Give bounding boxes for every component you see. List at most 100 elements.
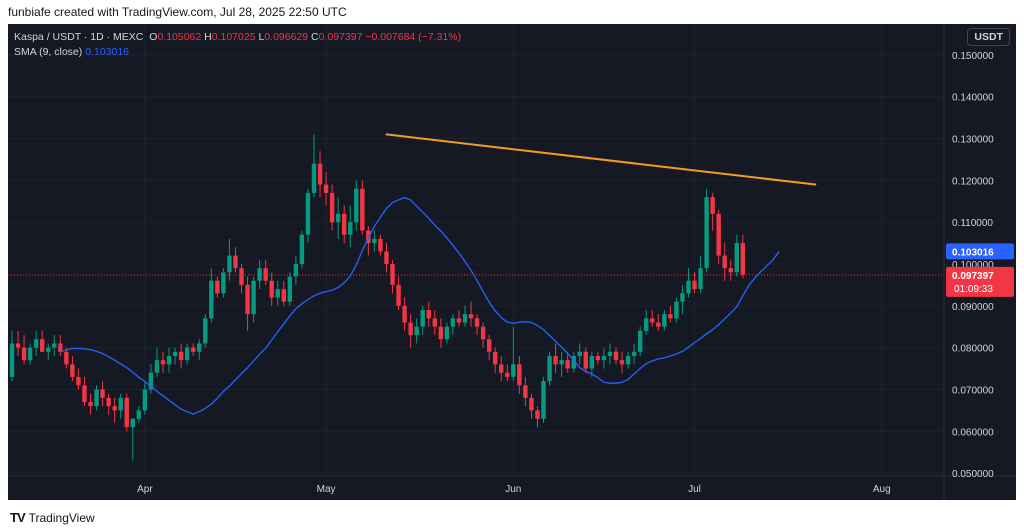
low-label: L xyxy=(258,31,265,43)
candle-up xyxy=(27,347,33,361)
candle-down xyxy=(40,339,45,352)
candle-up xyxy=(136,410,142,419)
price-tick-label: 0.110000 xyxy=(952,218,993,229)
candle-down xyxy=(76,376,81,386)
candle-down xyxy=(15,343,21,348)
candle-down xyxy=(233,255,238,269)
candle-down xyxy=(728,268,733,273)
candle-down xyxy=(668,314,673,319)
last-price-tag-text: 0.097397 xyxy=(952,271,994,282)
candle-down xyxy=(21,347,27,361)
candle-up xyxy=(293,264,299,277)
candle-up xyxy=(299,234,305,264)
candle-up xyxy=(686,280,691,294)
candle-down xyxy=(710,197,715,214)
sma-layer xyxy=(60,196,780,415)
trendline-layer xyxy=(385,133,817,186)
candle-down xyxy=(124,397,129,428)
candle-down xyxy=(360,188,365,231)
chart-background xyxy=(8,24,1016,500)
candle-down xyxy=(384,251,389,264)
candle-down xyxy=(408,322,413,336)
candle-up xyxy=(94,389,99,407)
candle-up xyxy=(142,389,148,411)
candle-down xyxy=(565,360,570,369)
candle-down xyxy=(740,243,746,275)
candle-up xyxy=(275,289,280,298)
candle-down xyxy=(438,326,444,340)
chart-panel[interactable]: 0.150000 0.140000 0.130000 0.120000 0.110000… xyxy=(8,24,1016,500)
candle-up xyxy=(541,381,546,419)
candle-up xyxy=(462,314,468,323)
price-tick-label: 0.050000 xyxy=(952,469,994,480)
candle-down xyxy=(106,397,111,407)
candle-down xyxy=(480,326,486,340)
candle-down xyxy=(499,364,504,373)
price-tick-label: 0.130000 xyxy=(952,135,994,146)
close-label: C xyxy=(311,31,319,43)
candle-down xyxy=(456,318,462,323)
candle-up xyxy=(680,293,685,302)
candle-up xyxy=(414,326,419,336)
candle-down xyxy=(396,284,401,306)
close-value: 0.097397 xyxy=(318,31,363,43)
candle-down xyxy=(245,284,250,315)
candle-down xyxy=(378,238,383,252)
candle-down xyxy=(323,184,329,193)
candle-down xyxy=(529,397,534,411)
candlestick-chart[interactable]: 0.150000 0.140000 0.130000 0.120000 0.110000… xyxy=(8,24,1016,500)
candle-up xyxy=(704,197,709,269)
candle-up xyxy=(203,318,208,344)
price-tick-label: 0.100000 xyxy=(952,260,994,271)
time-axis: Apr May Jun Jul Aug xyxy=(137,484,891,495)
candle-down xyxy=(82,385,87,402)
open-value: 0.105062 xyxy=(157,31,202,43)
candle-down xyxy=(100,389,105,398)
candle-down xyxy=(553,356,558,365)
candle-up xyxy=(227,255,232,273)
candle-down xyxy=(263,268,268,281)
price-tick-label: 0.120000 xyxy=(952,176,994,187)
candle-up xyxy=(46,347,51,352)
price-tick-label: 0.150000 xyxy=(952,51,994,62)
candle-down xyxy=(58,343,63,352)
candle-down xyxy=(215,280,220,294)
candle-down xyxy=(317,163,323,185)
time-tick-label: Aug xyxy=(873,484,891,495)
candle-down xyxy=(160,360,166,365)
currency-button[interactable]: USDT xyxy=(967,28,1010,46)
candle-down xyxy=(468,314,474,319)
low-value: 0.096629 xyxy=(264,31,309,43)
high-label: H xyxy=(204,31,212,43)
candle-up xyxy=(221,272,226,294)
candle-up xyxy=(52,343,57,348)
candle-up xyxy=(559,360,564,365)
countdown-text: 01:09:33 xyxy=(954,284,993,295)
candle-up xyxy=(166,356,172,365)
candle-up xyxy=(130,418,135,428)
candle-up xyxy=(511,364,516,377)
time-tick-label: Jul xyxy=(688,484,701,495)
candle-down xyxy=(426,310,431,319)
candle-up xyxy=(637,330,643,352)
candle-up xyxy=(662,314,667,327)
footer-brand: TradingView xyxy=(28,510,95,525)
symbol-title: Kaspa / USDT · 1D · MEXC xyxy=(14,31,144,43)
candle-up xyxy=(172,351,178,356)
candle-down xyxy=(269,280,274,298)
candle-up xyxy=(644,318,649,331)
candle-up xyxy=(305,192,311,235)
candle-up xyxy=(354,188,359,223)
candle-up xyxy=(118,397,123,411)
price-tick-label: 0.060000 xyxy=(952,427,994,438)
price-tick-label: 0.080000 xyxy=(952,344,994,355)
candle-down xyxy=(486,339,492,352)
candle-up xyxy=(444,326,450,340)
candle-up xyxy=(601,356,607,361)
candle-down xyxy=(535,410,540,419)
candle-up xyxy=(577,351,582,356)
candle-up xyxy=(698,268,703,290)
price-tick-label: 0.140000 xyxy=(952,93,994,104)
last-price-tag xyxy=(946,266,1014,297)
candle-up xyxy=(335,213,341,223)
